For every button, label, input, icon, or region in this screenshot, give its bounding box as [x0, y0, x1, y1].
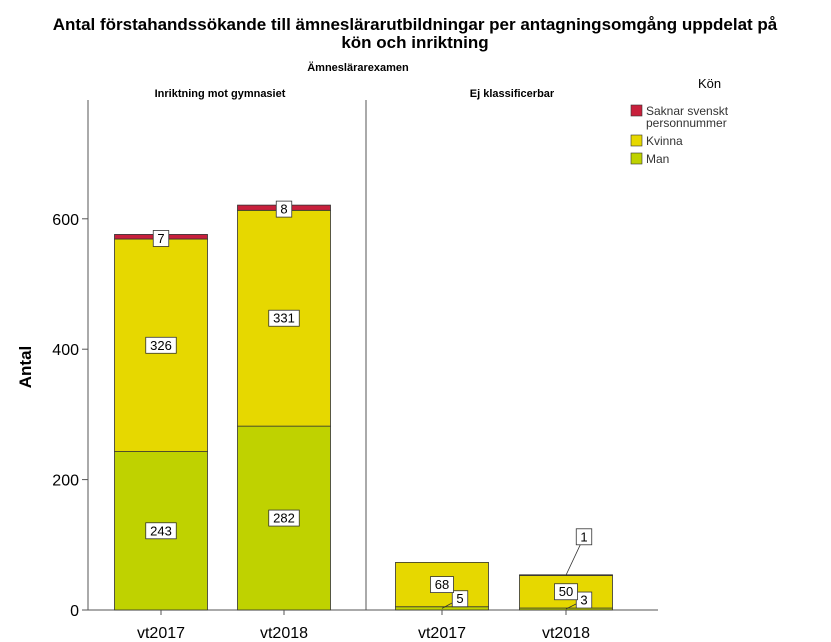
data-label: 331	[273, 311, 295, 326]
x-tick-label: vt2017	[137, 625, 185, 642]
facet-title: Ämneslärarexamen	[307, 61, 409, 74]
chart-title-line-1: Antal förstahandssökande till ämneslärar…	[53, 15, 778, 34]
y-axis-label: Antal	[16, 346, 35, 389]
chart-title-line-2: kön och inriktning	[341, 33, 488, 52]
legend-label: personnummer	[646, 116, 727, 130]
data-label-box	[268, 309, 300, 327]
data-label-box	[268, 509, 300, 527]
data-label-box	[145, 336, 177, 354]
x-tick-label: vt2018	[260, 625, 308, 642]
data-label: 5	[456, 591, 463, 606]
data-label: 8	[280, 202, 287, 217]
data-label-box	[430, 576, 454, 593]
legend-label: Man	[646, 152, 669, 166]
panel-header: Inriktning mot gymnasiet	[155, 88, 286, 100]
y-tick-label: 200	[52, 473, 79, 490]
data-label: 326	[150, 338, 172, 353]
plot-area: 0 200 400 600 Inriktning mot gymnasiet vt2017…	[52, 88, 658, 642]
x-tick-label: vt2018	[542, 625, 590, 642]
legend-swatch	[630, 104, 643, 117]
data-label: 7	[157, 231, 164, 246]
legend-swatch	[630, 134, 643, 147]
data-label-box	[275, 200, 293, 218]
data-label-box	[554, 583, 578, 601]
y-tick-label: 0	[70, 603, 79, 620]
legend-title: Kön	[698, 76, 721, 91]
legend-label: Saknar svenskt	[646, 104, 729, 118]
data-label-box	[575, 528, 593, 546]
data-label: 50	[559, 584, 573, 599]
data-label-box	[145, 522, 177, 540]
legend-label: Kvinna	[646, 134, 683, 148]
data-label: 68	[435, 577, 449, 592]
x-tick-label: vt2017	[418, 625, 466, 642]
data-label: 282	[273, 511, 295, 526]
data-label-box	[451, 590, 469, 608]
panel-header: Ej klassificerbar	[470, 88, 555, 100]
y-tick-label: 400	[52, 342, 79, 359]
data-label: 243	[150, 523, 172, 538]
data-label: 3	[580, 593, 587, 608]
data-label-box	[152, 230, 170, 247]
legend-swatch	[630, 152, 643, 165]
y-tick-label: 600	[52, 212, 79, 229]
data-label: 1	[580, 529, 587, 544]
